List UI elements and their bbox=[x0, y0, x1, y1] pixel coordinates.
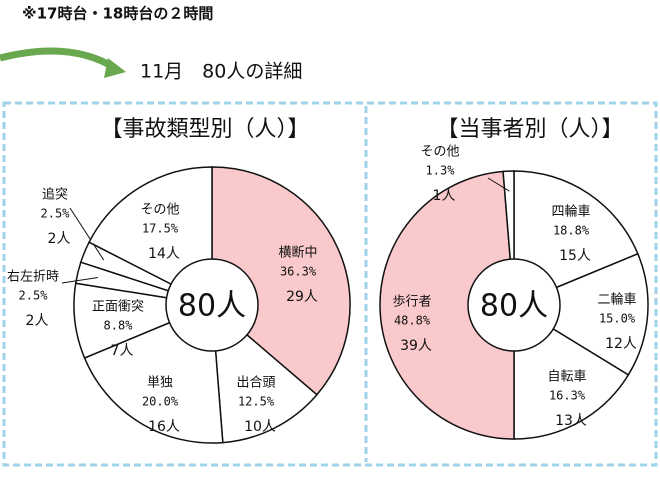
slice-count: 10人 bbox=[244, 419, 276, 435]
slice-name: その他 bbox=[420, 145, 459, 160]
slice-name: 二輪車 bbox=[597, 292, 636, 308]
chart-title: 【事故類型別（人）】 bbox=[100, 117, 309, 142]
slice-percent: 15.0% bbox=[599, 312, 636, 326]
note: ※17時台・18時台の２時間 bbox=[22, 5, 213, 23]
slice-name: 四輪車 bbox=[551, 204, 590, 220]
slice-name: 歩行者 bbox=[392, 295, 431, 310]
slice-percent: 8.8% bbox=[104, 319, 134, 333]
slice-count: 13人 bbox=[555, 413, 587, 429]
slice-percent: 2.5% bbox=[41, 207, 71, 221]
slice-name: 横断中 bbox=[278, 246, 317, 261]
slice-percent: 20.0% bbox=[142, 395, 179, 409]
slice-percent: 18.8% bbox=[553, 224, 590, 238]
slice-percent: 12.5% bbox=[238, 395, 275, 409]
slice-name: 追突 bbox=[42, 187, 68, 203]
slice-name: 出合頭 bbox=[236, 376, 275, 391]
slice-count: 2人 bbox=[48, 231, 71, 247]
center-label: 80人 bbox=[480, 289, 548, 324]
slice-count: 1人 bbox=[433, 188, 456, 204]
slice-count: 12人 bbox=[605, 336, 637, 352]
slice-percent: 1.3% bbox=[426, 164, 456, 178]
slice-percent: 2.5% bbox=[19, 289, 49, 303]
slice-count: 2人 bbox=[26, 313, 49, 329]
slice-count: 15人 bbox=[559, 248, 591, 264]
slice-count: 29人 bbox=[286, 289, 318, 305]
slice-count: 16人 bbox=[148, 419, 180, 435]
center-label: 80人 bbox=[178, 289, 246, 324]
slice-name: 正面衝突 bbox=[92, 299, 144, 315]
slice-name: 単独 bbox=[147, 375, 173, 391]
slice-name: その他 bbox=[140, 203, 179, 218]
arrow bbox=[0, 51, 115, 68]
slice-count: 7人 bbox=[111, 343, 134, 359]
slice-name: 自転車 bbox=[547, 370, 586, 385]
slice-percent: 16.3% bbox=[549, 389, 586, 403]
slice-percent: 48.8% bbox=[394, 314, 431, 328]
slice-percent: 17.5% bbox=[142, 222, 179, 236]
slice-percent: 36.3% bbox=[280, 265, 317, 279]
slice-count: 39人 bbox=[400, 338, 432, 354]
subtitle: 11月 80人の詳細 bbox=[140, 61, 302, 83]
slice-name: 右左折時 bbox=[7, 270, 59, 285]
infographic: ※17時台・18時台の２時間 11月 80人の詳細 【事故類型別（人）】横断中 3… bbox=[0, 0, 660, 483]
chart-title: 【当事者別（人）】 bbox=[436, 117, 623, 142]
slice-count: 14人 bbox=[148, 246, 180, 262]
